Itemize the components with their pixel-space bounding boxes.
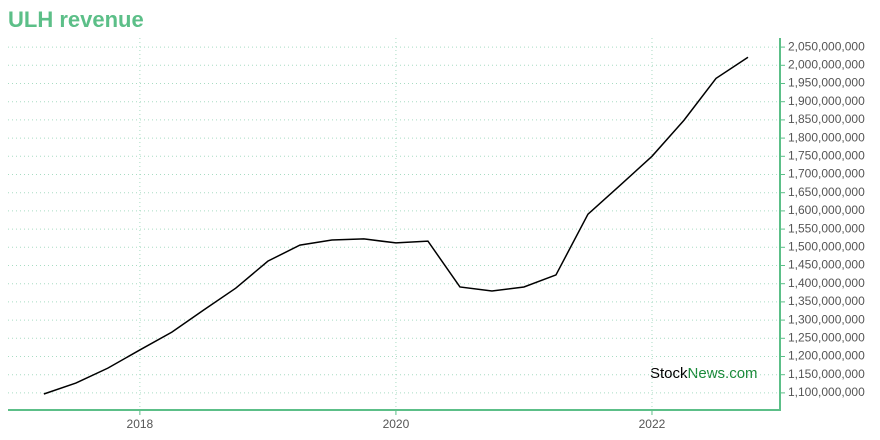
y-tick-label: 1,800,000,000: [788, 130, 865, 144]
y-tick-label: 1,950,000,000: [788, 76, 865, 90]
y-tick-label: 1,550,000,000: [788, 221, 865, 235]
y-tick-label: 1,600,000,000: [788, 203, 865, 217]
y-tick-label: 1,750,000,000: [788, 148, 865, 162]
y-tick-label: 2,050,000,000: [788, 39, 865, 53]
y-tick-label: 1,250,000,000: [788, 330, 865, 344]
y-tick-label: 1,700,000,000: [788, 167, 865, 181]
y-tick-label: 2,000,000,000: [788, 57, 865, 71]
y-tick-label: 1,200,000,000: [788, 349, 865, 363]
watermark-suffix: News.com: [688, 365, 758, 382]
x-tick-label: 2018: [127, 417, 154, 431]
y-tick-label: 1,400,000,000: [788, 276, 865, 290]
y-tick-label: 1,500,000,000: [788, 239, 865, 253]
y-tick-label: 1,900,000,000: [788, 94, 865, 108]
y-tick-label: 1,100,000,000: [788, 385, 865, 399]
y-tick-label: 1,300,000,000: [788, 312, 865, 326]
y-tick-label: 1,650,000,000: [788, 185, 865, 199]
chart-title: ULH revenue: [8, 7, 144, 32]
y-tick-label: 1,150,000,000: [788, 367, 865, 381]
watermark: StockNews.com: [650, 365, 758, 382]
y-tick-label: 1,350,000,000: [788, 294, 865, 308]
x-tick-label: 2022: [639, 417, 666, 431]
x-tick-label: 2020: [383, 417, 410, 431]
y-tick-label: 1,450,000,000: [788, 258, 865, 272]
y-tick-label: 1,850,000,000: [788, 112, 865, 126]
line-series: [43, 56, 749, 395]
watermark-brand: Stock: [650, 365, 688, 382]
